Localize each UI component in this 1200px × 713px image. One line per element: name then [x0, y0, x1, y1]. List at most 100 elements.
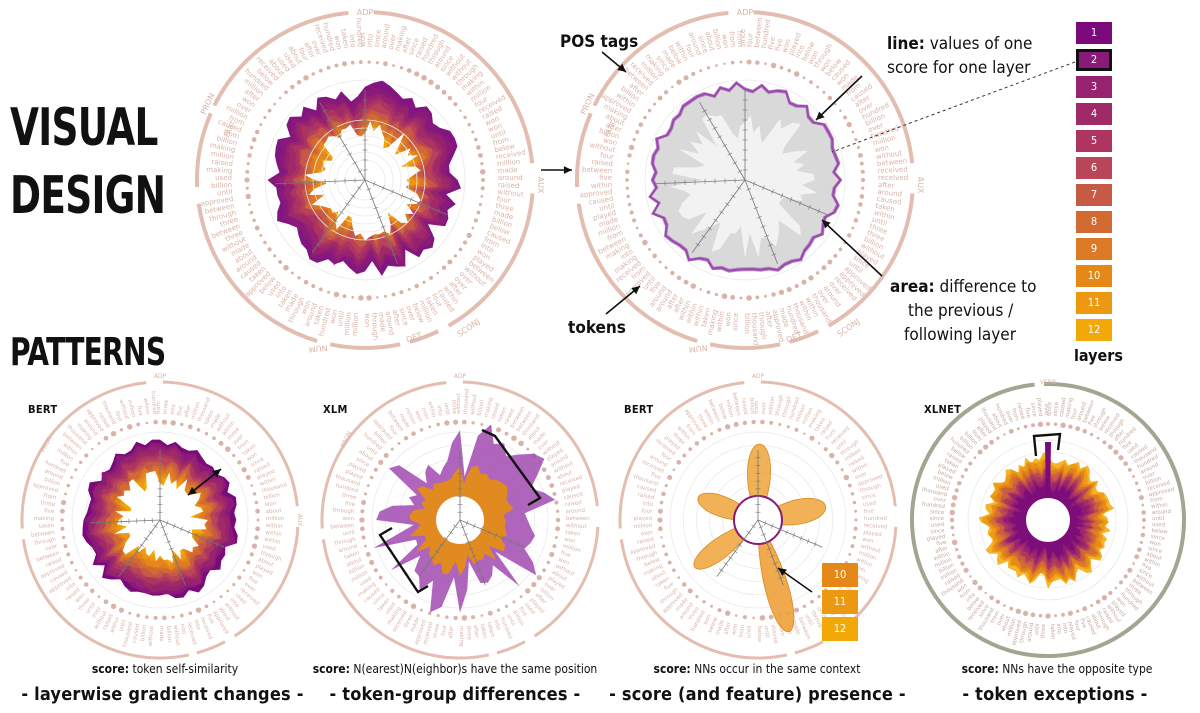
design-chart-1-token-dot-81: [459, 109, 462, 112]
panel-4-chart-token-dot-25: [1009, 606, 1014, 611]
panel-3-chart-token-dot-23: [710, 604, 714, 608]
panel-2-chart-token-label-78: taken: [497, 406, 509, 423]
panel-4-chart-token-dot-17: [1067, 610, 1073, 616]
panel-4-chart-token-dot-65: [1082, 429, 1088, 434]
design-chart-1-token-label-60: used: [215, 174, 232, 182]
design-chart-1-token-label-3: four: [496, 195, 511, 205]
design-chart-2-token-dot-6: [851, 226, 855, 230]
panel-4-chart-token-dot-22: [1030, 612, 1036, 618]
design-chart-2-axis-1-tick-8: [817, 208, 820, 214]
panel-1-chart-token-label-68: million: [126, 399, 137, 419]
design-chart-2-axis-1-tick-3: [771, 189, 774, 195]
design-chart-2-axis-3-tick-8: [695, 242, 701, 247]
line-annotation: line: values of one score for one layer: [887, 32, 1032, 80]
design-chart-1-token-dot-48: [247, 153, 252, 158]
panel-2-chart-axis-3-tick-6: [430, 556, 435, 560]
panel-2-chart-axis-1: [459, 519, 525, 548]
panel-1-chart-axis-3-tick-4: [139, 543, 144, 547]
panel-2-chart-token-label-69: into: [435, 405, 443, 417]
panel-2-chart-axis-3: [418, 519, 461, 577]
design-chart-2-token-dot-39: [635, 226, 639, 230]
panel-3-chart-token-dot-54: [769, 420, 774, 425]
panel-1-chart-axis-1-tick-3: [180, 526, 183, 532]
panel-1-chart-token-dot-14: [188, 611, 193, 616]
panel-2-chart-token-label-75: billion: [477, 399, 486, 417]
panel-3-chart-token-dot-19: [742, 615, 747, 620]
panel-4-chart-token-label-83: since: [1047, 401, 1053, 416]
panel-1-chart-token-dot-61: [224, 446, 231, 452]
design-chart-2-token-dot-80: [834, 102, 837, 106]
panel-1-chart-token-label-29: until: [118, 619, 128, 633]
panel-4-chart-token-dot-0: [1141, 517, 1147, 523]
panel-4-chart-pos-verb: VERB: [1040, 379, 1056, 386]
between-charts-arrow-head: [563, 166, 572, 174]
panel-1-score-text: token self-similarity: [129, 662, 239, 676]
panel-3-chart-token-label-2: played: [863, 530, 882, 538]
panel-1-chart-token-dot-50: [136, 422, 141, 427]
panel-2-chart-token-label-68: within: [426, 400, 436, 418]
panel-4-chart-token-label-84: since: [1053, 401, 1060, 416]
panel-1-chart-token-label-77: million: [190, 401, 202, 421]
panel-2-chart-axis-3-tick-2: [448, 530, 454, 535]
panel-1-chart-token-label-53: billion: [43, 477, 61, 488]
panel-2-chart-token-dot-68: [554, 500, 559, 505]
panel-1-chart-token-dot-42: [79, 460, 83, 465]
design-chart-2-token-dot-51: [635, 130, 640, 134]
design-chart-2-token-label-63: four: [599, 151, 614, 161]
panel-4-chart-token-dot-14: [1090, 604, 1094, 608]
design-chart-1-token-dot-26: [333, 291, 340, 298]
panel-3-chart-token-label-30: below: [708, 616, 720, 634]
panel-3-chart-token-dot-68: [852, 500, 857, 505]
design-chart-1-axis-3-tick-3: [345, 202, 350, 206]
panel-2-chart-token-label-76: making: [484, 397, 495, 418]
panel-3-chart-token-label-45: raised: [637, 537, 655, 546]
panel-1-chart-token-label-93: billion: [263, 492, 281, 501]
panel-3-chart-token-dot-38: [661, 491, 666, 497]
panel-1-chart-token-dot-10: [219, 595, 223, 599]
panel-2-chart-axis-1-tick-5: [494, 532, 498, 538]
panel-4-chart-token-label-22: five: [1078, 618, 1087, 630]
design-chart-2-axis-3-tick-4: [719, 210, 724, 215]
panel-2-chart-pos-adp: ADP: [454, 373, 467, 380]
design-chart-2-token-dot-66: [730, 60, 735, 65]
panel-3-chart-pos-arc-4: [618, 381, 745, 529]
design-chart-1-token-label-93: around: [380, 23, 392, 49]
design-chart-1-axis-5-tick-5: [337, 135, 343, 139]
panel-4-chart-token-label-85: caused: [1059, 397, 1068, 417]
design-chart-1-token-dot-38: [259, 233, 263, 237]
panel-4-chart-token-label-25: into: [1061, 622, 1069, 634]
panel-2-chart-token-label-21: taken: [479, 623, 488, 640]
panel-1-chart-token-dot-60: [218, 440, 224, 446]
design-chart-1-axis-3-tick-2: [351, 194, 356, 198]
design-chart-2-token-dot-21: [755, 295, 760, 300]
panel-4-chart-token-dot-20: [1045, 613, 1051, 619]
panel-4-chart-token-dot-69: [1107, 444, 1113, 450]
panel-4-chart-token-dot-44: [954, 488, 959, 493]
design-chart-2-token-dot-11: [827, 259, 833, 265]
design-chart-2-token-dot-75: [802, 76, 806, 80]
panel-4-chart-token-dot-38: [951, 533, 955, 537]
design-chart-2-token-dot-25: [721, 293, 728, 299]
design-chart-2-token-dot-78: [822, 90, 826, 94]
panel-2-chart-token-dot-50: [436, 422, 441, 427]
design-chart-1-token-dot-8: [462, 240, 468, 245]
panel-4-chart-token-dot-13: [1095, 599, 1101, 605]
panel-4-chart-token-label-28: three: [1041, 623, 1047, 638]
panel-3-chart-token-dot-65: [843, 474, 850, 481]
panel-4-chart-token-label-53: since: [930, 528, 945, 536]
design-chart-2-token-label-119: received: [878, 165, 908, 175]
panel-1-chart-token-label-71: hundred: [150, 391, 157, 414]
design-chart-1-token-dot-34: [278, 260, 283, 264]
panel-2-chart-token-dot-41: [373, 467, 378, 472]
panel-2-chart-axis-2-tick-2: [463, 533, 469, 536]
panel-1-chart-token-label-94: won: [265, 501, 278, 508]
panel-1-chart-token-dot-45: [97, 441, 101, 445]
panel-4-chart-inner-hole: [1026, 498, 1070, 542]
design-chart-1-axis-1-tick-6: [419, 200, 422, 206]
panel-1-chart-token-dot-28: [78, 575, 83, 580]
panel-2-chart-token-dot-60: [518, 440, 524, 447]
panel-4-chart-token-label-57: hundred: [922, 502, 946, 511]
panel-1-chart-axis-3-tick-5: [134, 549, 140, 554]
panel-3-chart-token-dot-25: [695, 595, 699, 599]
